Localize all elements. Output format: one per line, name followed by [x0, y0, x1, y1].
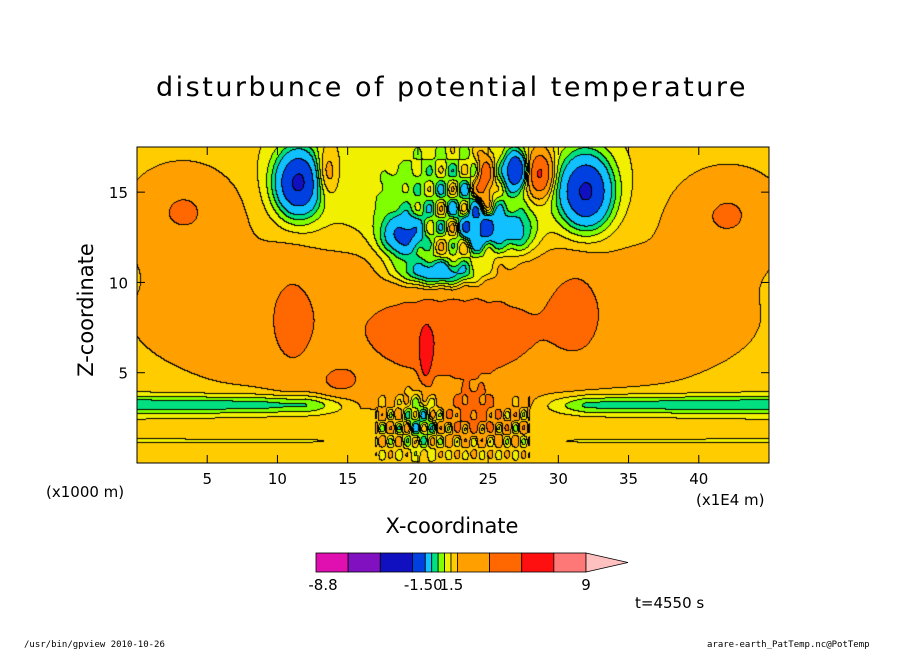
footer-file-variable: arare-earth_PatTemp.nc@PotTemp — [707, 640, 870, 650]
x-tick-label: 20 — [408, 470, 427, 488]
x-tick-label: 35 — [619, 470, 638, 488]
colorbar-tick-label: 1.5 — [439, 576, 463, 594]
colorbar-tick-label: -8.8 — [308, 576, 337, 594]
colorbar-tick-label: 9 — [581, 576, 591, 594]
colorbar: -8.8 -1.501.5 9 — [308, 552, 629, 594]
x-unit-label: (x1000 m) — [46, 483, 125, 501]
chart-title: disturbunce of potential temperature — [156, 72, 748, 103]
x-tick-label: 10 — [268, 470, 287, 488]
x-tick-label: 15 — [338, 470, 357, 488]
footer-program-date: /usr/bin/gpview 2010-10-26 — [24, 640, 165, 650]
colorbar-extend-arrow — [585, 552, 629, 573]
x-scale-label: (x1E4 m) — [696, 491, 765, 509]
time-label: t=4550 s — [635, 594, 705, 612]
x-axis-label: X-coordinate — [385, 514, 519, 538]
y-tick-label: 15 — [109, 184, 128, 202]
x-ticks: 5 10 15 20 25 30 35 40 — [202, 147, 708, 488]
colorbar-swatch — [444, 552, 452, 573]
colorbar-swatch — [437, 552, 445, 573]
contour-field — [137, 147, 769, 463]
y-tick-label: 5 — [118, 365, 128, 383]
colorbar-swatch — [457, 552, 490, 573]
plot-frame — [136, 146, 770, 464]
x-tick-label: 25 — [479, 470, 498, 488]
colorbar-swatch — [521, 552, 555, 573]
y-ticks: 5 10 15 — [109, 184, 769, 383]
x-tick-label: 30 — [549, 470, 568, 488]
y-tick-label: 10 — [109, 274, 128, 292]
colorbar-swatch — [379, 552, 413, 573]
colorbar-swatch — [412, 552, 426, 573]
x-tick-label: 40 — [689, 470, 708, 488]
colorbar-swatch — [424, 552, 433, 573]
colorbar-swatch — [553, 552, 587, 573]
colorbar-tick-label: -1.50 — [404, 576, 443, 594]
colorbar-swatch — [347, 552, 381, 573]
x-tick-label: 5 — [202, 470, 212, 488]
colorbar-swatch — [315, 552, 349, 573]
colorbar-swatch — [489, 552, 523, 573]
colorbar-swatch — [431, 552, 439, 573]
colorbar-swatch — [450, 552, 458, 573]
